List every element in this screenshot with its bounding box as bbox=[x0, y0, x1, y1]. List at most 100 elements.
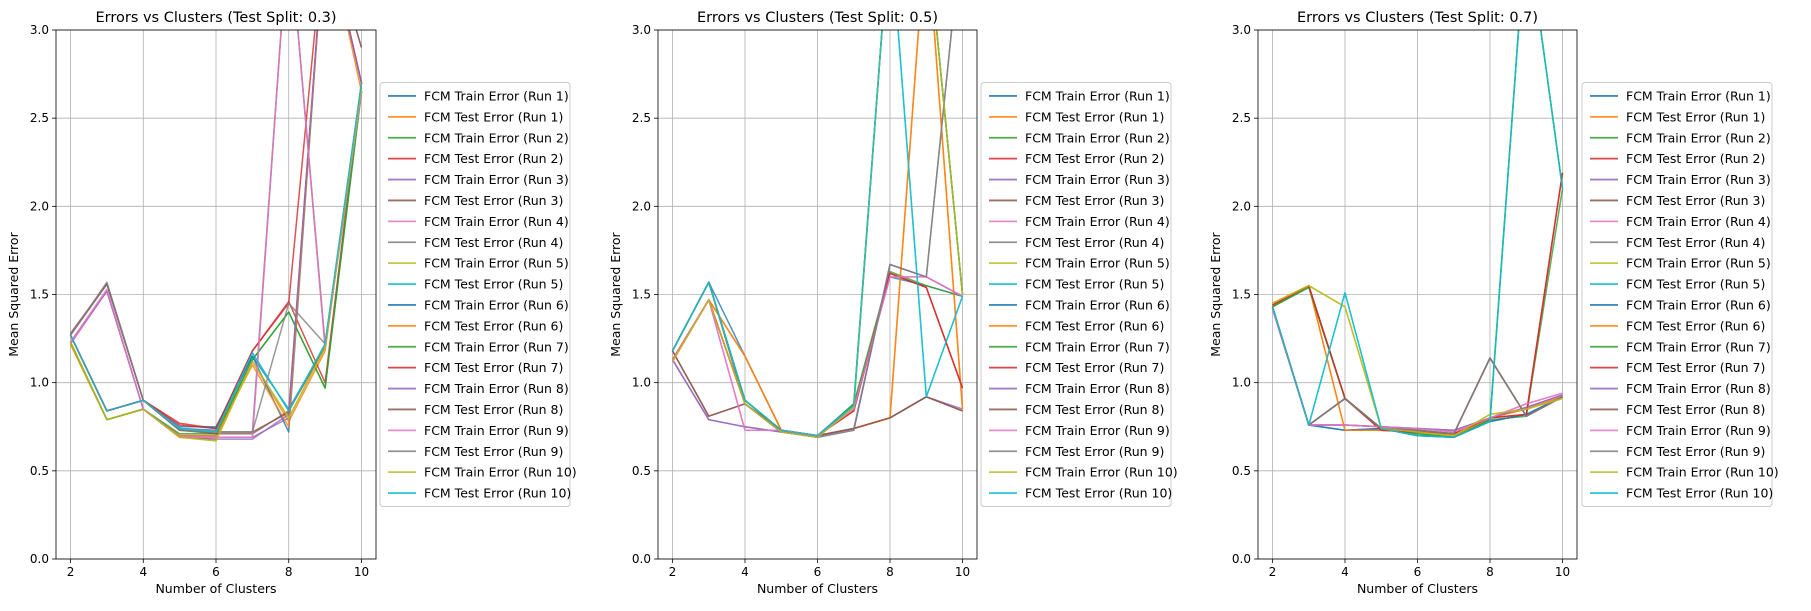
y-tick-label: 3.0 bbox=[632, 23, 651, 37]
legend-label: FCM Test Error (Run 4) bbox=[424, 235, 563, 250]
y-tick-label: 0.0 bbox=[1232, 552, 1251, 566]
legend-label: FCM Train Error (Run 3) bbox=[1626, 172, 1771, 187]
legend-label: FCM Train Error (Run 4) bbox=[1025, 214, 1170, 229]
y-tick-label: 2.5 bbox=[1232, 111, 1251, 125]
legend-label: FCM Train Error (Run 3) bbox=[424, 172, 569, 187]
legend-label: FCM Test Error (Run 9) bbox=[424, 444, 563, 459]
legend-label: FCM Train Error (Run 9) bbox=[1626, 423, 1771, 438]
legend-label: FCM Train Error (Run 10) bbox=[424, 465, 577, 480]
x-tick-label: 6 bbox=[212, 565, 220, 579]
y-tick-label: 0.0 bbox=[632, 552, 651, 566]
legend-label: FCM Test Error (Run 5) bbox=[424, 277, 563, 292]
series-line-17 bbox=[1271, 308, 1563, 433]
legend-label: FCM Train Error (Run 7) bbox=[1626, 339, 1771, 354]
series-lines bbox=[69, 30, 363, 442]
series-line-20 bbox=[69, 82, 363, 433]
y-tick-label: 1.5 bbox=[1232, 288, 1251, 302]
series-line-18 bbox=[1271, 306, 1563, 435]
legend-label: FCM Train Error (Run 4) bbox=[1626, 214, 1771, 229]
y-axis-label: Mean Squared Error bbox=[1208, 231, 1223, 356]
legend-label: FCM Test Error (Run 1) bbox=[1626, 109, 1765, 124]
legend-label: FCM Test Error (Run 10) bbox=[424, 486, 571, 501]
y-tick-label: 0.5 bbox=[30, 464, 49, 478]
chart-title: Errors vs Clusters (Test Split: 0.3) bbox=[95, 10, 336, 26]
legend-label: FCM Test Error (Run 8) bbox=[424, 402, 563, 417]
legend: FCM Train Error (Run 1) FCM Test Error (R… bbox=[980, 82, 1178, 507]
x-tick-label: 8 bbox=[886, 565, 894, 579]
legend-label: FCM Test Error (Run 3) bbox=[1626, 193, 1765, 208]
legend-label: FCM Train Error (Run 3) bbox=[1025, 172, 1170, 187]
legend-label: FCM Test Error (Run 7) bbox=[424, 360, 563, 375]
legend-label: FCM Test Error (Run 6) bbox=[1025, 318, 1164, 333]
y-tick-label: 3.0 bbox=[30, 23, 49, 37]
legend-label: FCM Test Error (Run 10) bbox=[1626, 486, 1773, 501]
series-lines bbox=[1271, 30, 1564, 439]
legend-label: FCM Test Error (Run 4) bbox=[1626, 235, 1765, 250]
y-tick-label: 2.0 bbox=[1232, 199, 1251, 213]
legend-label: FCM Train Error (Run 10) bbox=[1626, 465, 1779, 480]
x-axis-label: Number of Clusters bbox=[1357, 581, 1478, 596]
chart-title: Errors vs Clusters (Test Split: 0.5) bbox=[697, 10, 938, 26]
legend-label: FCM Train Error (Run 6) bbox=[1025, 297, 1170, 312]
legend-label: FCM Test Error (Run 6) bbox=[1626, 318, 1765, 333]
x-tick-label: 4 bbox=[1341, 565, 1349, 579]
legend-label: FCM Test Error (Run 2) bbox=[1626, 151, 1765, 166]
legend-label: FCM Train Error (Run 2) bbox=[1626, 130, 1771, 145]
x-tick-label: 8 bbox=[285, 565, 293, 579]
legend-label: FCM Test Error (Run 10) bbox=[1025, 486, 1172, 501]
series-line-17 bbox=[69, 30, 363, 439]
legend-label: FCM Test Error (Run 5) bbox=[1626, 277, 1765, 292]
y-tick-label: 1.0 bbox=[30, 376, 49, 390]
legend-label: FCM Train Error (Run 7) bbox=[1025, 339, 1170, 354]
y-tick-label: 2.5 bbox=[632, 111, 651, 125]
y-tick-label: 0.0 bbox=[30, 552, 49, 566]
x-tick-label: 6 bbox=[814, 565, 822, 579]
chart-title: Errors vs Clusters (Test Split: 0.7) bbox=[1297, 10, 1538, 26]
y-tick-label: 1.0 bbox=[1232, 376, 1251, 390]
legend-label: FCM Train Error (Run 4) bbox=[424, 214, 569, 229]
x-tick-label: 2 bbox=[67, 565, 75, 579]
x-tick-label: 2 bbox=[669, 565, 677, 579]
x-tick-label: 4 bbox=[139, 565, 147, 579]
series-line-19 bbox=[69, 88, 363, 442]
legend-label: FCM Train Error (Run 10) bbox=[1025, 465, 1178, 480]
legend-label: FCM Test Error (Run 7) bbox=[1025, 360, 1164, 375]
legend-label: FCM Test Error (Run 2) bbox=[1025, 151, 1164, 166]
legend-label: FCM Test Error (Run 1) bbox=[424, 109, 563, 124]
y-tick-label: 1.5 bbox=[30, 288, 49, 302]
legend-label: FCM Train Error (Run 6) bbox=[1626, 297, 1771, 312]
subplot-test-split-0-7: 2 4 6 8 10 0.0 0.5 1.0 1.5 2.0 2.5 3.0 Errors vs Clu… bbox=[1208, 10, 1779, 596]
legend-label: FCM Test Error (Run 8) bbox=[1025, 402, 1164, 417]
x-axis-label: Number of Clusters bbox=[155, 581, 276, 596]
legend-label: FCM Test Error (Run 5) bbox=[1025, 277, 1164, 292]
legend-label: FCM Train Error (Run 7) bbox=[424, 339, 569, 354]
series-line-20 bbox=[1271, 30, 1564, 439]
y-tick-label: 1.5 bbox=[632, 288, 651, 302]
x-tick-label: 2 bbox=[1269, 565, 1277, 579]
x-tick-label: 10 bbox=[1555, 565, 1570, 579]
subplot-test-split-0-5: 2 4 6 8 10 0.0 0.5 1.0 1.5 2.0 2.5 3.0 Errors vs Clu… bbox=[608, 10, 1178, 596]
legend-label: FCM Test Error (Run 4) bbox=[1025, 235, 1164, 250]
legend-label: FCM Train Error (Run 5) bbox=[1626, 256, 1771, 271]
subplot-test-split-0-3: 2 4 6 8 10 0.0 0.5 1.0 1.5 2.0 2.5 3.0 Errors vs Clu… bbox=[6, 10, 577, 596]
legend-label: FCM Train Error (Run 1) bbox=[424, 88, 569, 103]
legend-label: FCM Train Error (Run 1) bbox=[1626, 88, 1771, 103]
legend-label: FCM Train Error (Run 8) bbox=[424, 381, 569, 396]
legend-label: FCM Test Error (Run 2) bbox=[424, 151, 563, 166]
x-tick-label: 4 bbox=[741, 565, 749, 579]
legend-label: FCM Test Error (Run 8) bbox=[1626, 402, 1765, 417]
series-line-19 bbox=[671, 30, 964, 439]
legend-label: FCM Test Error (Run 9) bbox=[1025, 444, 1164, 459]
y-tick-label: 2.5 bbox=[30, 111, 49, 125]
legend-label: FCM Train Error (Run 1) bbox=[1025, 88, 1170, 103]
legend-label: FCM Train Error (Run 2) bbox=[424, 130, 569, 145]
y-tick-label: 2.0 bbox=[632, 199, 651, 213]
legend: FCM Train Error (Run 1) FCM Test Error (R… bbox=[1581, 82, 1779, 507]
legend-label: FCM Train Error (Run 8) bbox=[1025, 381, 1170, 396]
legend: FCM Train Error (Run 1) FCM Test Error (R… bbox=[379, 82, 577, 507]
series-line-20 bbox=[671, 30, 964, 437]
legend-label: FCM Train Error (Run 2) bbox=[1025, 130, 1170, 145]
legend-label: FCM Train Error (Run 5) bbox=[1025, 256, 1170, 271]
y-tick-label: 0.5 bbox=[1232, 464, 1251, 478]
